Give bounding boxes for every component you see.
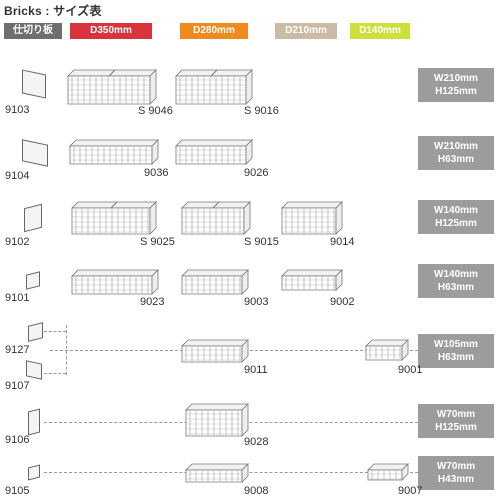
partition-code: 9102 [5,236,30,248]
product-code: 9008 [244,485,269,497]
bracket-top [44,331,66,332]
brick-box-image [367,463,409,481]
brick-box-image [175,139,253,165]
header-partition: 仕切り板 [4,23,62,39]
header-d210: D210mm [275,23,337,39]
partition-code: 9101 [5,292,30,304]
partition-panel-image [22,69,46,99]
size-tag: W70mm H43mm [418,456,494,490]
brick-box-image [281,269,343,291]
product-code: 9036 [144,167,169,179]
partition-code: 9106 [5,434,30,446]
brick-box-image [181,339,249,363]
header-d280-label: D280mm [193,25,235,36]
bracket-bottom [44,373,66,374]
brick-box-image [185,463,249,483]
product-code: 9026 [244,167,269,179]
brick-box-image [185,403,249,437]
product-code: 9003 [244,296,269,308]
partition-panel-image [24,203,42,233]
product-code: S 9015 [244,236,279,248]
partition-panel-image [28,464,40,481]
header-d350: D350mm [70,23,152,39]
header-d280: D280mm [180,23,248,39]
brick-box-image [281,201,343,235]
brick-box-image [181,201,251,235]
product-code: 9002 [330,296,355,308]
brick-box-image [71,269,159,295]
header-d140: D140mm [350,23,410,39]
brick-box-image [69,139,159,165]
product-code: 9007 [398,485,423,497]
size-tag: W105mm H63mm [418,334,494,368]
partition-code: 9107 [5,380,30,392]
partition-code: 9104 [5,170,30,182]
brick-box-image [365,339,409,361]
product-code: S 9046 [138,105,173,117]
brick-box-image [175,69,253,105]
size-tag: W210mm H63mm [418,136,494,170]
product-code: 9028 [244,436,269,448]
product-code: S 9016 [244,105,279,117]
partition-panel-image [22,139,48,167]
partition-code: 9105 [5,485,30,497]
brick-box-image [67,69,157,105]
header-d350-label: D350mm [90,25,132,36]
product-code: 9014 [330,236,355,248]
partition-panel-image [26,360,42,380]
partition-panel-image [28,408,40,436]
size-tag: W210mm H125mm [418,68,494,102]
partition-code: 9103 [5,104,30,116]
partition-code: 9127 [5,344,30,356]
product-code: S 9025 [140,236,175,248]
partition-panel-image [26,271,40,290]
product-code: 9001 [398,364,423,376]
brick-box-image [181,269,249,295]
size-tag: W140mm H125mm [418,200,494,234]
product-code: 9023 [140,296,165,308]
partition-panel-image [28,322,43,342]
brick-box-image [71,201,157,235]
product-code: 9011 [244,364,268,376]
page-title: Bricks : サイズ表 [4,4,102,18]
size-tag: W70mm H125mm [418,404,494,438]
size-tag: W140mm H63mm [418,264,494,298]
header-d210-label: D210mm [285,25,327,36]
header-d140-label: D140mm [359,25,401,36]
header-partition-label: 仕切り板 [13,25,53,36]
